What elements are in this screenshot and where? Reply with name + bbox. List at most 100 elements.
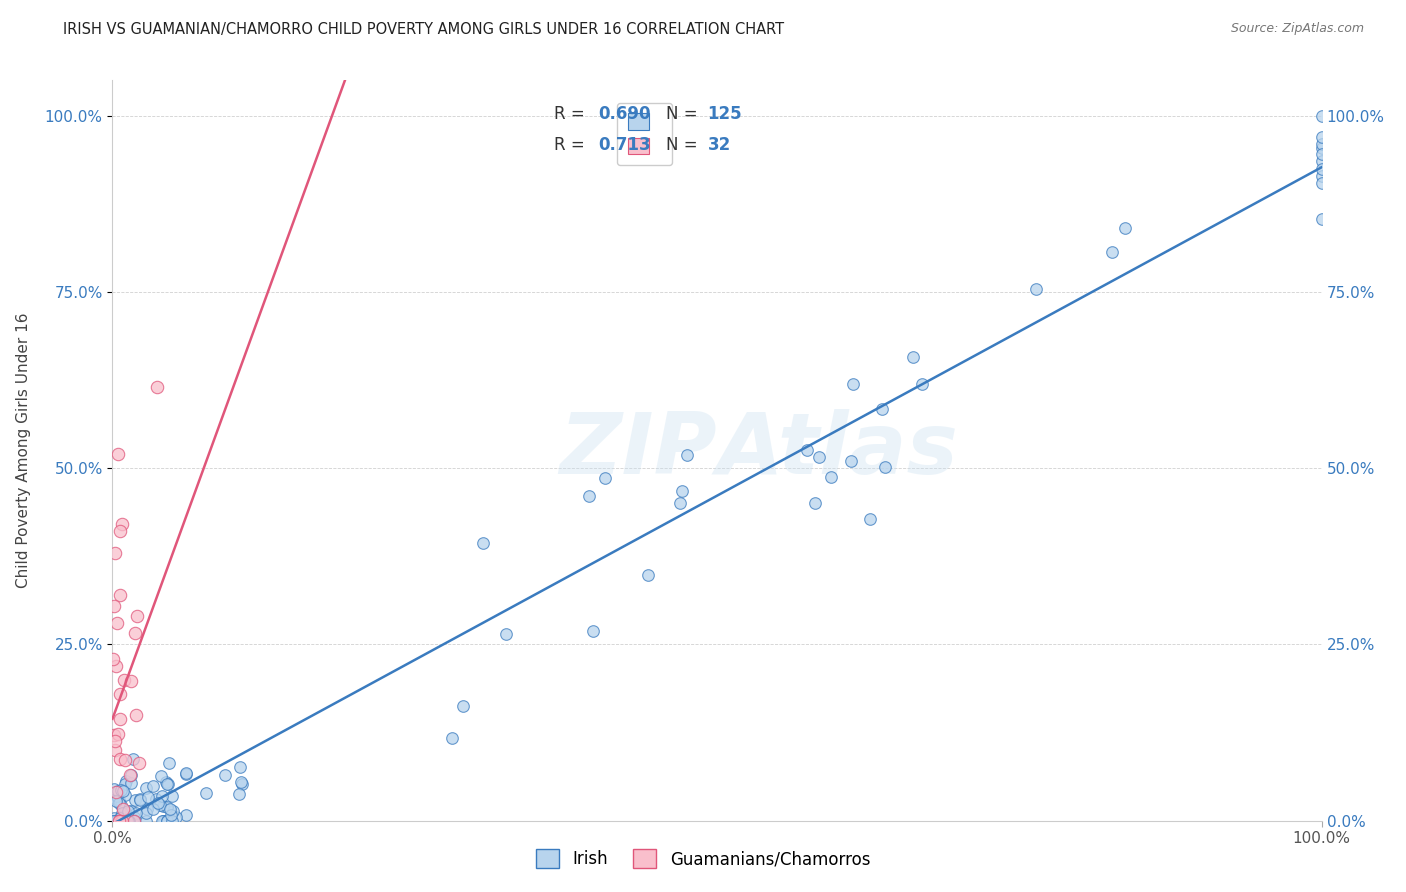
- Point: [471, 536, 494, 550]
- Point: [1310, 169, 1333, 184]
- Legend: , : ,: [617, 103, 672, 165]
- Point: [124, 810, 146, 824]
- Point: [228, 788, 250, 802]
- Point: [145, 380, 167, 394]
- Point: [671, 483, 693, 498]
- Point: [150, 769, 173, 783]
- Text: R =: R =: [554, 136, 591, 154]
- Point: [115, 814, 138, 828]
- Point: [118, 814, 141, 828]
- Point: [875, 459, 897, 474]
- Point: [104, 785, 127, 799]
- Point: [146, 797, 169, 811]
- Text: R =: R =: [554, 104, 591, 122]
- Point: [231, 777, 253, 791]
- Point: [120, 674, 142, 689]
- Point: [156, 800, 179, 814]
- Point: [1310, 212, 1333, 227]
- Point: [120, 814, 142, 828]
- Point: [114, 788, 136, 802]
- Point: [101, 814, 124, 828]
- Point: [108, 712, 131, 726]
- Point: [174, 808, 197, 822]
- Point: [870, 401, 893, 416]
- Point: [152, 814, 174, 828]
- Point: [107, 447, 129, 461]
- Point: [108, 793, 131, 807]
- Point: [121, 814, 143, 828]
- Point: [103, 599, 125, 614]
- Text: 125: 125: [707, 104, 742, 122]
- Point: [103, 814, 125, 828]
- Point: [1310, 162, 1333, 177]
- Point: [108, 687, 131, 701]
- Point: [111, 814, 134, 828]
- Point: [115, 814, 138, 828]
- Text: Source: ZipAtlas.com: Source: ZipAtlas.com: [1230, 22, 1364, 36]
- Point: [129, 793, 152, 807]
- Text: 0.713: 0.713: [599, 136, 651, 154]
- Point: [105, 616, 128, 631]
- Point: [155, 814, 177, 828]
- Point: [112, 814, 135, 828]
- Point: [228, 760, 250, 774]
- Point: [117, 814, 139, 828]
- Point: [796, 442, 818, 457]
- Point: [160, 814, 183, 828]
- Point: [121, 814, 143, 828]
- Point: [110, 524, 132, 538]
- Point: [1310, 137, 1333, 152]
- Point: [122, 814, 145, 828]
- Point: [135, 802, 157, 816]
- Point: [138, 790, 160, 805]
- Point: [108, 813, 131, 827]
- Point: [157, 756, 180, 770]
- Point: [125, 608, 148, 623]
- Point: [1310, 146, 1333, 161]
- Point: [911, 376, 934, 391]
- Point: [122, 752, 145, 766]
- Point: [145, 792, 167, 806]
- Point: [142, 802, 165, 816]
- Point: [1025, 282, 1047, 296]
- Point: [120, 814, 142, 828]
- Point: [110, 814, 132, 828]
- Point: [107, 814, 129, 828]
- Point: [124, 793, 146, 807]
- Point: [104, 792, 127, 806]
- Point: [124, 625, 146, 640]
- Point: [104, 546, 127, 560]
- Point: [108, 752, 131, 766]
- Point: [162, 804, 184, 818]
- Point: [108, 588, 131, 602]
- Point: [125, 707, 148, 722]
- Point: [120, 775, 142, 789]
- Text: N =: N =: [666, 104, 703, 122]
- Point: [122, 814, 145, 828]
- Point: [153, 814, 176, 828]
- Point: [668, 496, 690, 510]
- Point: [107, 727, 129, 741]
- Point: [1310, 154, 1333, 169]
- Point: [1114, 221, 1136, 235]
- Point: [114, 777, 136, 791]
- Point: [105, 814, 128, 828]
- Point: [105, 789, 128, 803]
- Point: [637, 567, 659, 582]
- Point: [593, 471, 616, 485]
- Point: [841, 376, 863, 391]
- Point: [128, 792, 150, 806]
- Point: [108, 814, 131, 828]
- Point: [859, 512, 882, 526]
- Point: [118, 814, 141, 828]
- Point: [117, 804, 139, 818]
- Point: [903, 350, 925, 364]
- Point: [107, 814, 129, 828]
- Legend: Irish, Guamanians/Chamorros: Irish, Guamanians/Chamorros: [529, 843, 877, 875]
- Point: [582, 624, 605, 639]
- Point: [160, 789, 183, 804]
- Point: [578, 489, 600, 503]
- Point: [451, 699, 474, 714]
- Y-axis label: Child Poverty Among Girls Under 16: Child Poverty Among Girls Under 16: [15, 313, 31, 588]
- Point: [103, 728, 125, 742]
